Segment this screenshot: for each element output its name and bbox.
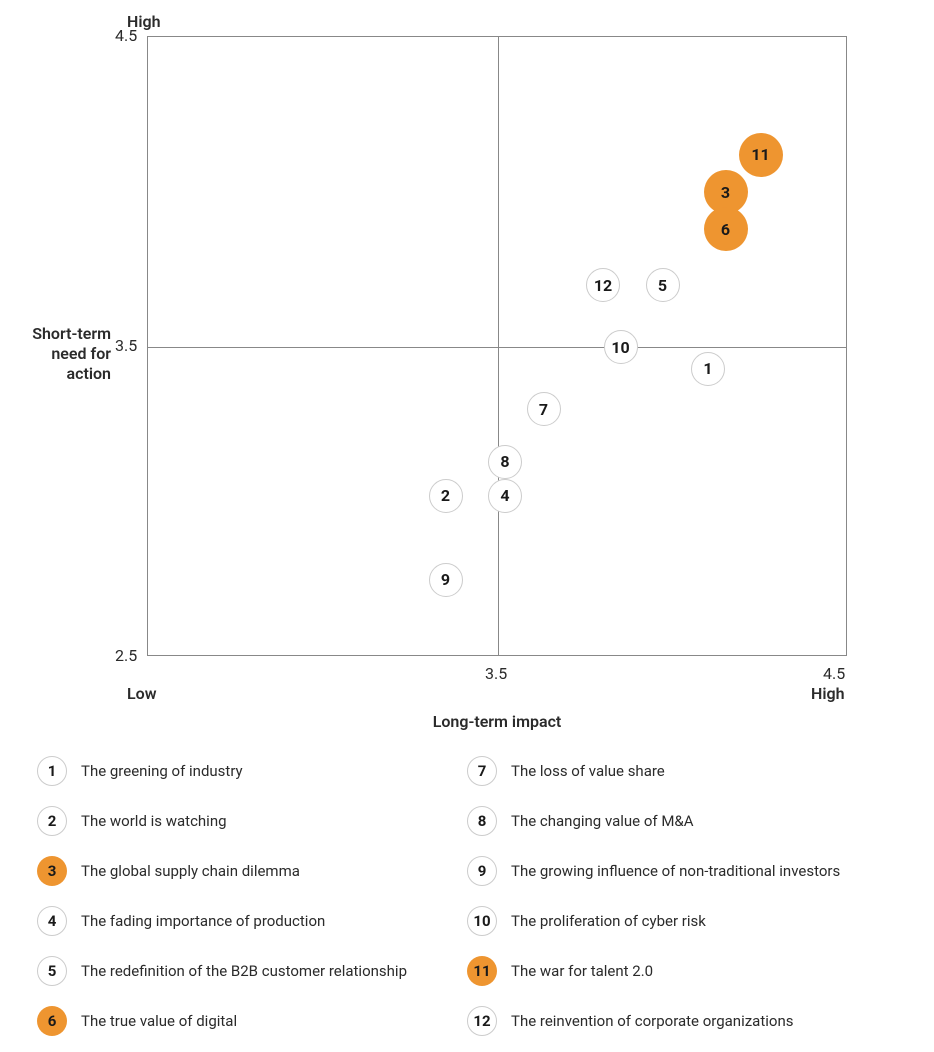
legend-marker-10: 10 bbox=[467, 906, 497, 936]
point-9: 9 bbox=[429, 563, 463, 597]
legend-label-7: The loss of value share bbox=[511, 762, 665, 780]
gridline-vertical bbox=[498, 37, 499, 655]
legend-marker-9: 9 bbox=[467, 856, 497, 886]
legend-item-5: 5 The redefinition of the B2B customer re… bbox=[37, 956, 407, 986]
legend-label-2: The world is watching bbox=[81, 812, 227, 830]
legend-marker-2: 2 bbox=[37, 806, 67, 836]
legend-item-7: 7 The loss of value share bbox=[467, 756, 840, 786]
point-11: 11 bbox=[739, 133, 783, 177]
legend-column-left: 1 The greening of industry 2 The world is w… bbox=[37, 756, 407, 1036]
plot-box: 123456789101112 bbox=[147, 36, 847, 656]
legend-marker-12: 12 bbox=[467, 1006, 497, 1036]
point-5: 5 bbox=[646, 268, 680, 302]
y-tick-mid: 3.5 bbox=[115, 336, 137, 355]
legend-label-4: The fading importance of production bbox=[81, 912, 325, 930]
legend-label-11: The war for talent 2.0 bbox=[511, 962, 653, 980]
point-7: 7 bbox=[527, 392, 561, 426]
point-1: 1 bbox=[691, 352, 725, 386]
legend-item-11: 11 The war for talent 2.0 bbox=[467, 956, 840, 986]
legend-marker-8: 8 bbox=[467, 806, 497, 836]
point-8: 8 bbox=[488, 445, 522, 479]
legend-label-5: The redefinition of the B2B customer rel… bbox=[81, 962, 407, 980]
scatter-chart: 123456789101112 4.5 3.5 2.5 3.5 4.5 High… bbox=[17, 16, 917, 716]
x-axis-low-label: Low bbox=[127, 684, 157, 703]
x-axis-high-label: High bbox=[811, 684, 845, 703]
point-12: 12 bbox=[586, 268, 620, 302]
legend-item-3: 3 The global supply chain dilemma bbox=[37, 856, 407, 886]
y-axis-label: Short-term need for action bbox=[17, 324, 111, 384]
legend-label-1: The greening of industry bbox=[81, 762, 243, 780]
legend-marker-4: 4 bbox=[37, 906, 67, 936]
point-6: 6 bbox=[704, 207, 748, 251]
x-tick-max: 4.5 bbox=[823, 664, 845, 683]
legend-marker-5: 5 bbox=[37, 956, 67, 986]
chart-container: 123456789101112 4.5 3.5 2.5 3.5 4.5 High… bbox=[17, 16, 917, 1036]
legend-marker-7: 7 bbox=[467, 756, 497, 786]
legend-item-10: 10 The proliferation of cyber risk bbox=[467, 906, 840, 936]
legend-label-10: The proliferation of cyber risk bbox=[511, 912, 706, 930]
legend-marker-6: 6 bbox=[37, 1006, 67, 1036]
legend-item-8: 8 The changing value of M&A bbox=[467, 806, 840, 836]
legend: 1 The greening of industry 2 The world is w… bbox=[17, 756, 917, 1036]
legend-item-12: 12 The reinvention of corporate organizat… bbox=[467, 1006, 840, 1036]
gridline-horizontal bbox=[148, 347, 846, 348]
y-tick-min: 2.5 bbox=[115, 646, 137, 665]
y-axis-high-label: High bbox=[127, 12, 161, 31]
legend-marker-1: 1 bbox=[37, 756, 67, 786]
legend-column-right: 7 The loss of value share 8 The changing va… bbox=[467, 756, 840, 1036]
legend-marker-11: 11 bbox=[467, 956, 497, 986]
point-2: 2 bbox=[429, 479, 463, 513]
legend-item-4: 4 The fading importance of production bbox=[37, 906, 407, 936]
legend-label-9: The growing influence of non-traditional… bbox=[511, 862, 840, 880]
x-tick-mid: 3.5 bbox=[485, 664, 507, 683]
legend-item-1: 1 The greening of industry bbox=[37, 756, 407, 786]
legend-item-6: 6 The true value of digital bbox=[37, 1006, 407, 1036]
legend-label-6: The true value of digital bbox=[81, 1012, 237, 1030]
legend-item-9: 9 The growing influence of non-traditiona… bbox=[467, 856, 840, 886]
legend-label-12: The reinvention of corporate organizatio… bbox=[511, 1012, 793, 1030]
point-10: 10 bbox=[604, 330, 638, 364]
point-4: 4 bbox=[488, 479, 522, 513]
legend-label-8: The changing value of M&A bbox=[511, 812, 694, 830]
legend-marker-3: 3 bbox=[37, 856, 67, 886]
legend-item-2: 2 The world is watching bbox=[37, 806, 407, 836]
legend-label-3: The global supply chain dilemma bbox=[81, 862, 300, 880]
x-axis-label: Long-term impact bbox=[417, 712, 577, 731]
